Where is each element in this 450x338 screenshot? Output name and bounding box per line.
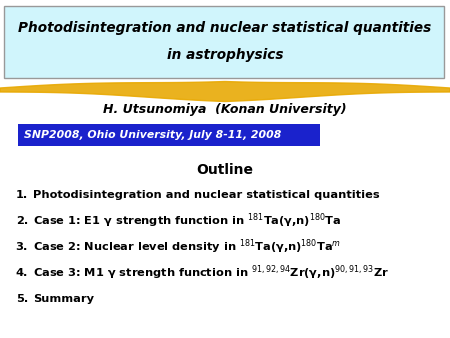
Text: 4.: 4.	[16, 268, 28, 278]
Text: 2.: 2.	[16, 216, 28, 226]
Text: 1.: 1.	[16, 190, 28, 200]
FancyBboxPatch shape	[4, 6, 444, 78]
Text: Outline: Outline	[197, 163, 253, 177]
Text: Case 1: E1 γ strength function in $^{181}$Ta(γ,n)$^{180}$Ta: Case 1: E1 γ strength function in $^{181…	[33, 212, 342, 230]
Text: Photodisintegration and nuclear statistical quantities: Photodisintegration and nuclear statisti…	[18, 21, 432, 35]
Text: 3.: 3.	[16, 242, 28, 252]
FancyBboxPatch shape	[18, 124, 320, 146]
Text: 5.: 5.	[16, 294, 28, 304]
Text: SNP2008, Ohio University, July 8-11, 2008: SNP2008, Ohio University, July 8-11, 200…	[24, 130, 281, 140]
Text: Case 3: M1 γ strength function in $^{91,92,94}$Zr(γ,n)$^{90,91,93}$Zr: Case 3: M1 γ strength function in $^{91,…	[33, 264, 389, 282]
Text: Case 2: Nuclear level density in $^{181}$Ta(γ,n)$^{180}$Ta$^{m}$: Case 2: Nuclear level density in $^{181}…	[33, 238, 341, 256]
Text: H. Utsunomiya  (Konan University): H. Utsunomiya (Konan University)	[103, 103, 347, 117]
Text: in astrophysics: in astrophysics	[167, 48, 283, 62]
Text: Photodisintegration and nuclear statistical quantities: Photodisintegration and nuclear statisti…	[33, 190, 380, 200]
Text: Summary: Summary	[33, 294, 94, 304]
